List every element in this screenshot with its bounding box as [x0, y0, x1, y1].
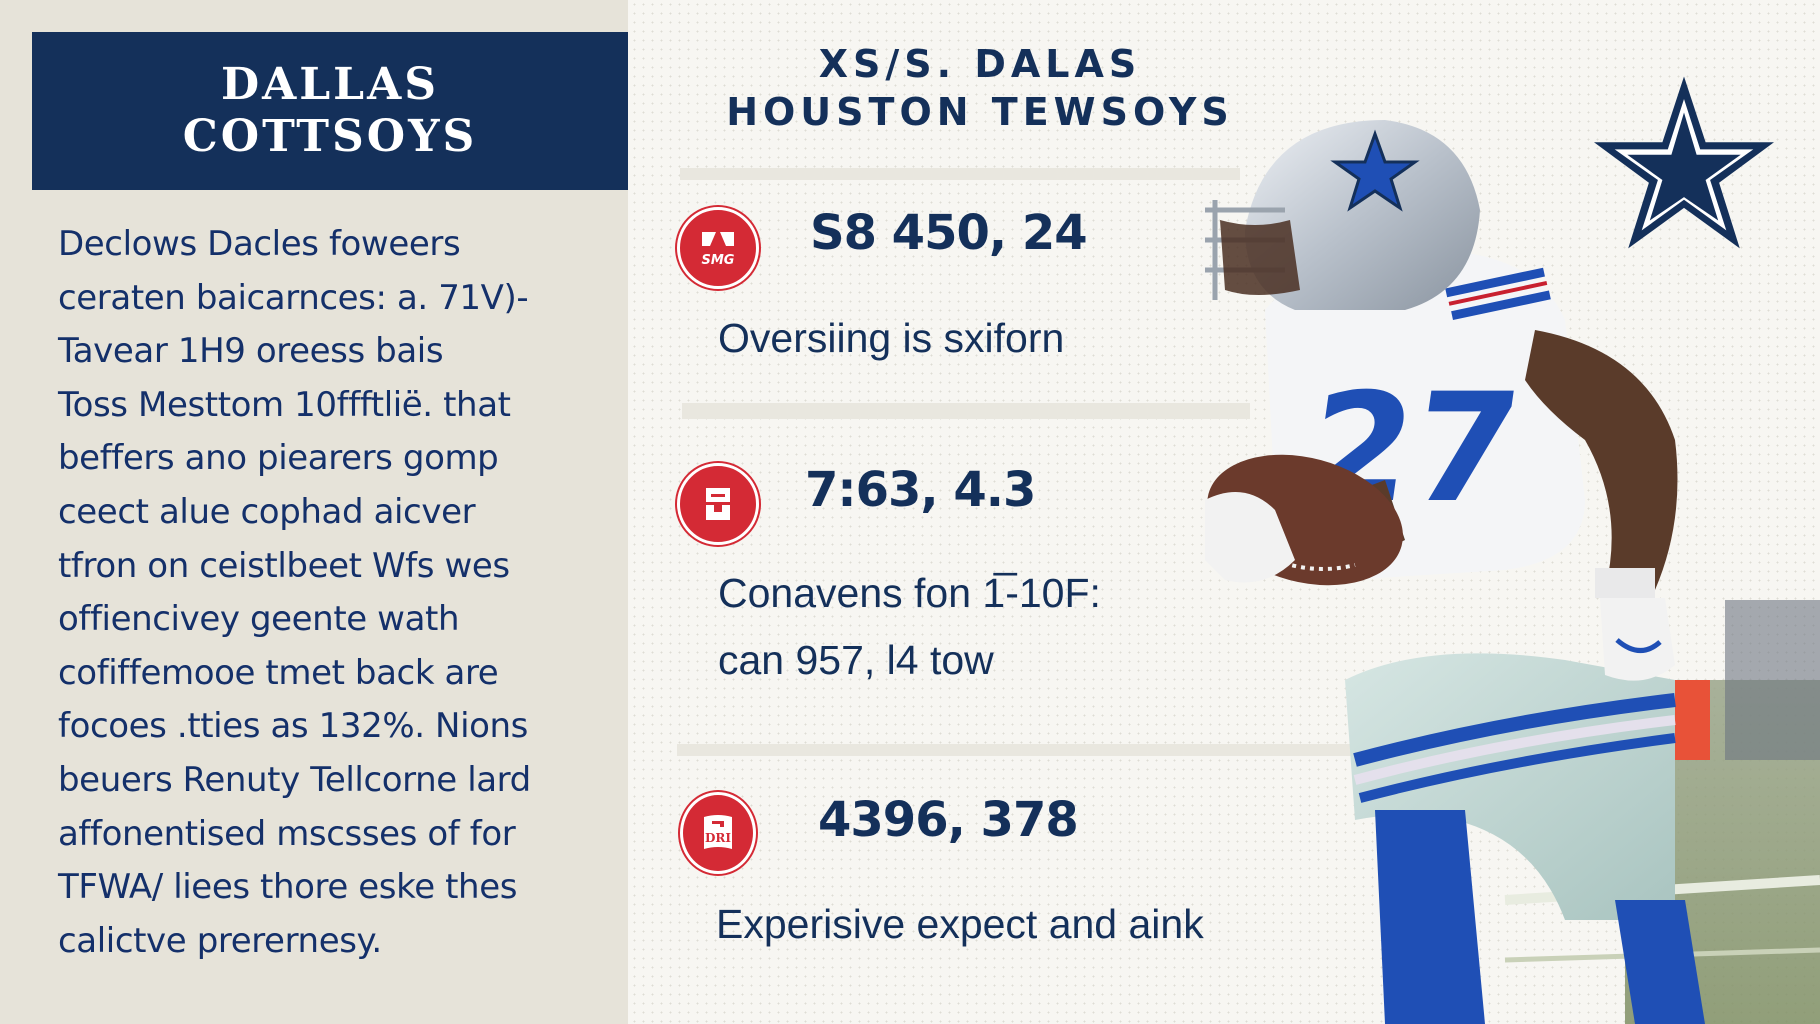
description-line: tfron on ceistlbeet Wfs wes	[58, 545, 510, 586]
description-line: TFWA/ liees thore eske thes	[58, 867, 518, 908]
description-line: Declows Dacles foweers	[58, 224, 461, 264]
divider	[682, 403, 1250, 419]
description-paragraph: Declows Dacles foweers ceraten baicarnce…	[58, 218, 618, 968]
stat-description-2-line-2: can 957, l4 tow	[718, 637, 994, 683]
divider	[677, 744, 1392, 756]
team-title-box: DALLAS COTTSOYS	[32, 32, 628, 190]
team-title-line-1: DALLAS	[220, 59, 440, 110]
stat-description-1: Oversiing is sxiforn	[718, 315, 1065, 361]
description-line: offiencivey geente wath	[58, 599, 460, 640]
svg-text:DRI: DRI	[705, 831, 731, 845]
description-line: cofiffemooe tmet back are	[58, 652, 499, 693]
description-line: ceect alue cophad aicver	[58, 491, 476, 532]
divider	[680, 168, 1240, 180]
left-panel: DALLAS COTTSOYS Declows Dacles foweers c…	[0, 0, 628, 1024]
smg-badge-icon: SMG	[677, 207, 759, 289]
player-photo: 27	[1205, 120, 1820, 1024]
stat-value-1: S8 450, 24	[810, 205, 1088, 261]
stat-value-3: 4396, 378	[818, 792, 1079, 848]
description-line: beffers ano piearers gomp	[58, 438, 499, 479]
svg-text:SMG: SMG	[702, 253, 735, 268]
description-line: Toss Mesttom 10ffftlië. that	[58, 384, 511, 425]
stat-description-3: Experisive expect and aink	[716, 901, 1204, 947]
stat-description-2-line-1: Conavens fon 1̅-10F:	[718, 570, 1101, 616]
matchup-heading-line-1: XS/S. DALAS	[818, 42, 1142, 86]
description-line: beuers Renuty Tellcorne lard	[58, 759, 531, 800]
matchup-heading: XS/S. DALAS HOUSTON TEWSOYS	[690, 40, 1270, 136]
description-line: affonentised mscsses of for	[58, 813, 516, 854]
description-line: Tavear 1H9 oreess bais	[58, 331, 444, 372]
stat-value-2: 7:63, 4.3	[805, 462, 1036, 518]
dri-badge-icon: DRI	[680, 792, 756, 874]
cowboys-star-logo-icon	[1594, 76, 1774, 249]
description-line: ceraten baicarnces: a. 71V)-	[58, 277, 529, 318]
description-line: calictve prerernesy.	[58, 920, 382, 961]
matchup-heading-line-2: HOUSTON TEWSOYS	[726, 90, 1234, 134]
team-title-line-2: COTTSOYS	[182, 111, 478, 162]
description-line: focoes .tties as 132%. Nions	[58, 706, 528, 747]
block-badge-icon	[677, 463, 759, 545]
